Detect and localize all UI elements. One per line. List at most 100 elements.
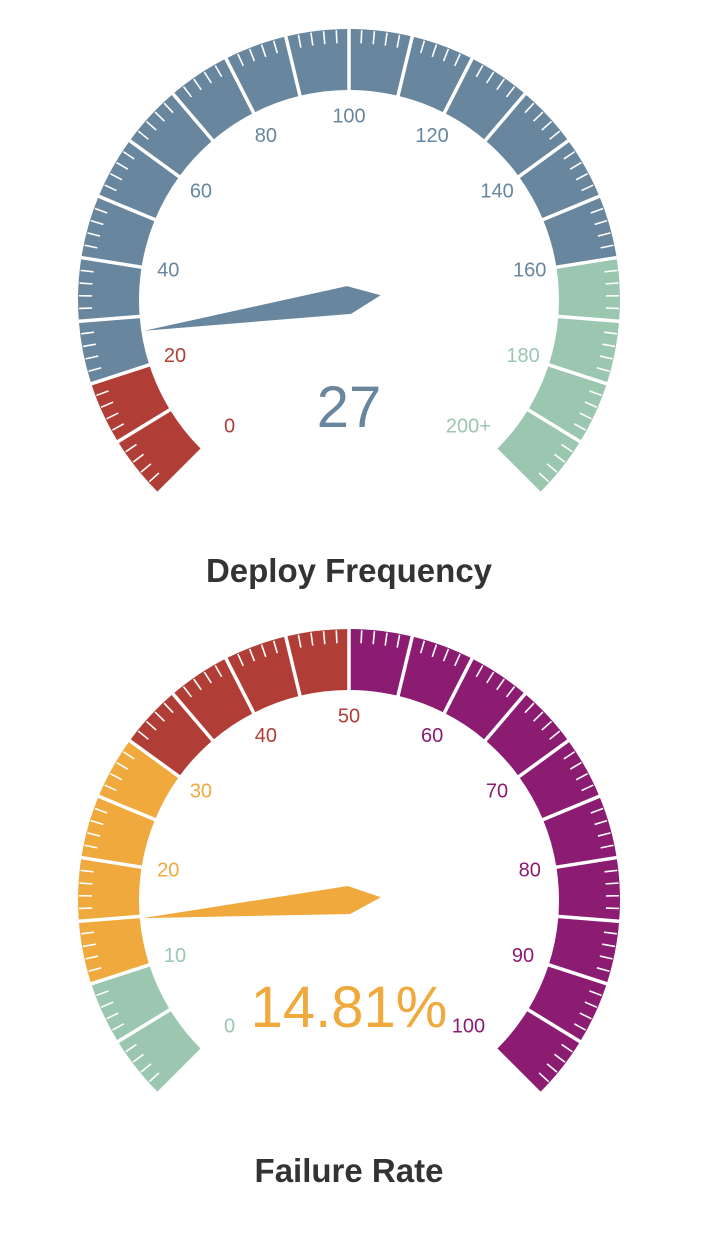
deploy-frequency-minor-tick — [546, 463, 558, 473]
deploy-frequency-segment-divider — [80, 255, 143, 270]
deploy-frequency-segment-divider — [116, 407, 172, 444]
failure-rate-minor-tick — [335, 630, 338, 644]
failure-rate-minor-tick — [84, 844, 98, 849]
failure-rate-minor-tick — [132, 1053, 144, 1063]
deploy-frequency-minor-tick — [549, 130, 561, 140]
deploy-frequency-segment — [91, 364, 170, 442]
deploy-frequency-minor-tick — [604, 269, 618, 273]
failure-rate-tick-label: 20 — [157, 860, 179, 882]
gauge-failure-rate: 0 10 20 30 40 50 60 70 80 90 100 14.81% Failure Ra… — [77, 628, 621, 1189]
deploy-frequency-minor-tick — [214, 65, 223, 78]
deploy-frequency-value: 27 — [317, 375, 382, 440]
failure-rate-tick-label: 70 — [486, 781, 508, 803]
failure-rate-minor-tick — [454, 653, 461, 667]
deploy-frequency-minor-tick — [581, 184, 594, 192]
deploy-frequency-minor-tick — [594, 219, 608, 226]
deploy-frequency-tick-label: 80 — [255, 125, 277, 147]
failure-rate-segment — [543, 796, 617, 868]
deploy-frequency-tick-label: 20 — [164, 345, 186, 367]
deploy-frequency-minor-tick — [260, 44, 267, 58]
deploy-frequency-segment-divider — [89, 362, 151, 386]
failure-rate-segment-divider — [396, 635, 415, 698]
deploy-frequency-segment-divider — [396, 35, 415, 98]
deploy-frequency-minor-tick — [360, 30, 363, 44]
failure-rate-segment — [81, 796, 155, 868]
deploy-frequency-minor-tick — [454, 53, 461, 67]
deploy-frequency-minor-tick — [87, 232, 101, 237]
deploy-frequency-segment — [556, 257, 620, 322]
deploy-frequency-segment-divider — [97, 194, 157, 222]
failure-rate-segment-divider — [77, 914, 141, 924]
failure-rate-minor-tick — [549, 730, 561, 740]
deploy-frequency-minor-tick — [575, 172, 588, 181]
failure-rate-segment — [528, 964, 607, 1042]
deploy-frequency-minor-tick — [442, 48, 450, 62]
failure-rate-minor-tick — [322, 631, 326, 645]
failure-rate-segment — [556, 857, 620, 922]
deploy-frequency-minor-tick — [163, 102, 174, 114]
failure-rate-minor-tick — [104, 784, 117, 792]
deploy-frequency-minor-tick — [104, 184, 117, 192]
deploy-frequency-minor-tick — [125, 443, 137, 453]
failure-rate-minor-tick — [442, 648, 450, 662]
failure-rate-segment-divider — [526, 1007, 582, 1044]
deploy-frequency-minor-tick — [145, 120, 157, 131]
deploy-frequency-minor-tick — [94, 207, 108, 214]
deploy-frequency-minor-tick — [486, 71, 495, 84]
deploy-frequency-minor-tick — [584, 401, 598, 408]
deploy-frequency-minor-tick — [554, 453, 566, 463]
deploy-frequency-minor-tick — [106, 412, 119, 420]
deploy-frequency-segment-divider — [517, 138, 571, 179]
failure-rate-minor-tick — [496, 678, 505, 691]
deploy-frequency-segment-divider — [127, 138, 181, 179]
failure-rate-minor-tick — [581, 784, 594, 792]
failure-rate-segment-divider — [97, 794, 157, 822]
failure-rate-tick-label: 90 — [512, 945, 534, 967]
failure-rate-minor-tick — [87, 832, 101, 837]
failure-rate-minor-tick — [81, 931, 95, 935]
deploy-frequency-title: Deploy Frequency — [206, 552, 493, 589]
deploy-frequency-minor-tick — [563, 151, 576, 160]
failure-rate-tick-label: 0 — [224, 1016, 235, 1038]
deploy-frequency-minor-tick — [419, 40, 426, 54]
failure-rate-tick-label: 40 — [255, 725, 277, 747]
failure-rate-minor-tick — [94, 807, 108, 814]
deploy-frequency-segment-divider — [483, 92, 527, 143]
deploy-frequency-minor-tick — [90, 219, 104, 226]
failure-rate-minor-tick — [79, 882, 93, 885]
failure-rate-minor-tick — [85, 955, 99, 960]
failure-rate-minor-tick — [419, 640, 426, 654]
deploy-frequency-minor-tick — [597, 232, 611, 237]
failure-rate-minor-tick — [82, 943, 96, 948]
deploy-frequency-segment-divider — [223, 56, 256, 115]
failure-rate-minor-tick — [600, 844, 614, 849]
failure-rate-minor-tick — [154, 711, 165, 722]
deploy-frequency-segment-divider — [442, 56, 475, 115]
deploy-frequency-minor-tick — [203, 71, 212, 84]
failure-rate-tick-label: 50 — [338, 705, 360, 727]
deploy-frequency-segment — [485, 93, 569, 177]
deploy-frequency-minor-tick — [579, 412, 592, 420]
deploy-frequency-minor-tick — [193, 78, 202, 91]
failure-rate-segment-divider — [283, 635, 302, 698]
failure-rate-segment-divider — [483, 692, 527, 743]
deploy-frequency-tick-label: 140 — [480, 181, 513, 203]
failure-rate-segment-divider — [541, 794, 601, 822]
failure-rate-tick-label: 30 — [190, 781, 212, 803]
deploy-frequency-minor-tick — [561, 443, 573, 453]
deploy-frequency-minor-tick — [573, 423, 586, 431]
failure-rate-minor-tick — [596, 967, 610, 973]
deploy-frequency-minor-tick — [431, 44, 438, 58]
failure-rate-segment-divider — [171, 692, 215, 743]
failure-rate-segment — [485, 693, 569, 777]
failure-rate-minor-tick — [248, 648, 256, 662]
failure-rate-minor-tick — [106, 1012, 119, 1020]
failure-rate-minor-tick — [554, 1053, 566, 1063]
failure-rate-segment — [349, 629, 413, 696]
deploy-frequency-minor-tick — [569, 161, 582, 170]
failure-rate-minor-tick — [584, 1001, 598, 1008]
deploy-frequency-segment — [172, 58, 254, 141]
deploy-frequency-minor-tick — [100, 401, 114, 408]
failure-rate-segment — [98, 740, 180, 820]
deploy-frequency-tick-label: 200+ — [446, 416, 491, 438]
